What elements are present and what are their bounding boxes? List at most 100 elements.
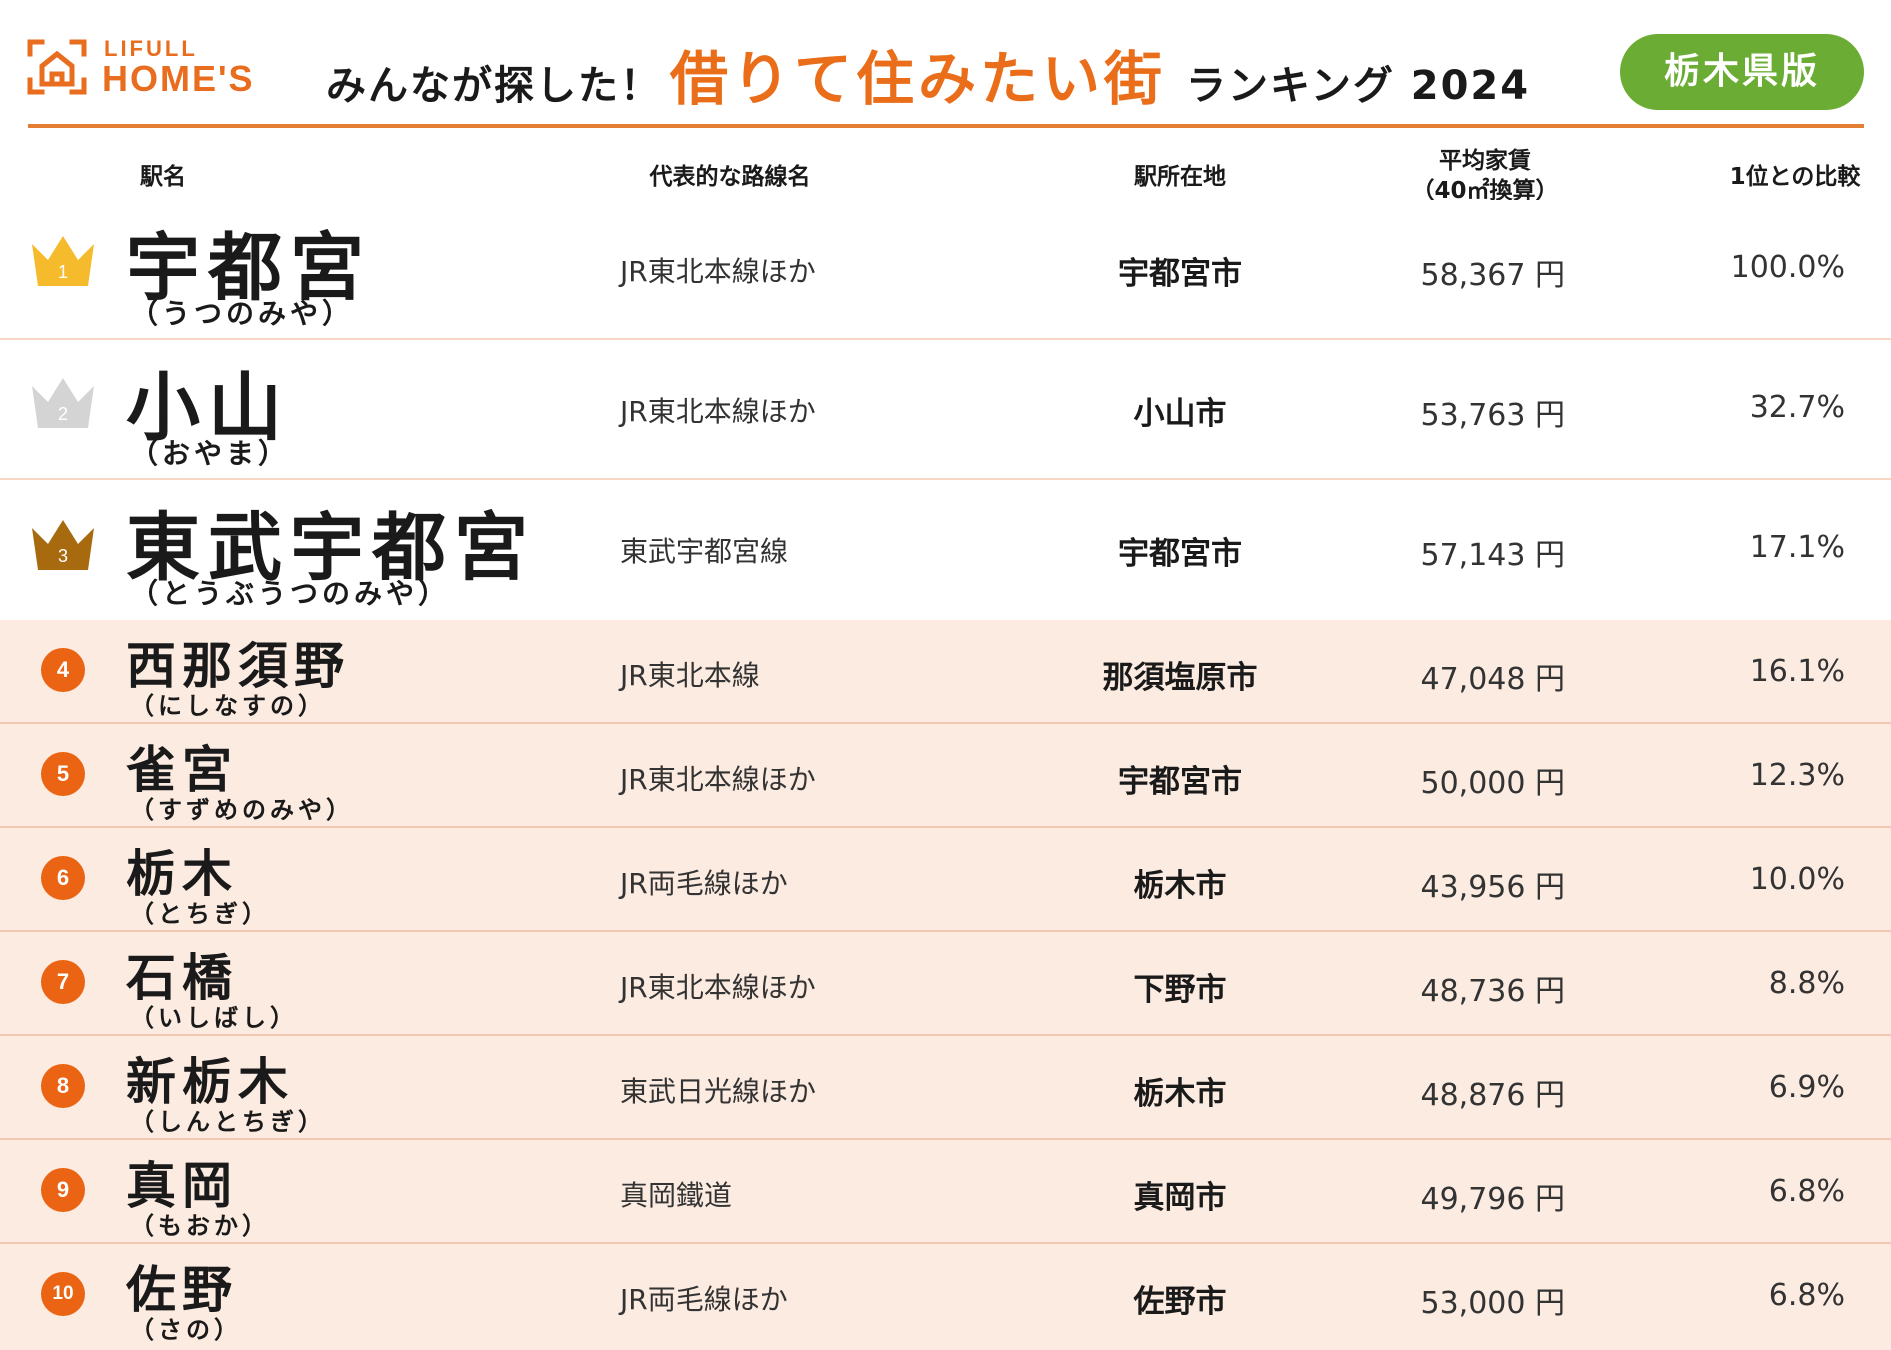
rank-badge: 10 [41, 1272, 85, 1316]
line-name: JR両毛線ほか [620, 867, 788, 900]
average-rent: 48,876 円 [1420, 1078, 1565, 1113]
line-name: JR東北本線ほか [620, 395, 816, 428]
column-header-rent-line1: 平均家賃 [1439, 148, 1531, 174]
station-name: 佐野 [126, 1261, 238, 1319]
average-rent: 48,736 円 [1420, 974, 1565, 1009]
logo-text-homes: HOME'S [102, 58, 255, 99]
bronze-crown-icon: 3 [32, 520, 94, 570]
station-location: 宇都宮市 [1118, 764, 1242, 800]
station-kana: （にしなすの） [130, 692, 326, 720]
station-kana: （とうぶうつのみや） [130, 577, 451, 610]
column-header-ratio: 1位との比較 [1729, 164, 1861, 190]
station-location: 栃木市 [1133, 868, 1227, 904]
table-row: 2 小山 （おやま） JR東北本線ほか 小山市 53,763 円 32.7% [0, 340, 1891, 480]
line-name: JR東北本線ほか [620, 763, 816, 796]
average-rent: 49,796 円 [1420, 1182, 1565, 1217]
table-row: 7 石橋 （いしばし） JR東北本線ほか 下野市 48,736 円 8.8% [0, 932, 1891, 1036]
table-row: 4 西那須野 （にしなすの） JR東北本線 那須塩原市 47,048 円 16.… [0, 620, 1891, 724]
station-name: 新栃木 [126, 1053, 294, 1111]
average-rent: 57,143 円 [1420, 538, 1565, 573]
station-location: 下野市 [1133, 972, 1227, 1008]
rank-badge: 9 [41, 1168, 85, 1212]
ratio-to-first: 6.8% [1768, 1278, 1845, 1313]
station-name: 西那須野 [126, 637, 350, 695]
rank-number: 1 [58, 262, 68, 282]
ratio-to-first: 32.7% [1749, 390, 1845, 425]
rank-badge: 6 [41, 856, 85, 900]
header-divider [28, 124, 1864, 128]
ratio-to-first: 6.9% [1768, 1070, 1845, 1105]
line-name: 東武日光線ほか [620, 1075, 817, 1108]
line-name: JR東北本線ほか [620, 971, 816, 1004]
title-prefix: みんなが探した！ [326, 63, 662, 109]
column-header-rent: 平均家賃 （40㎡換算） [1385, 146, 1585, 206]
station-kana: （とちぎ） [130, 900, 270, 928]
table-row: 9 真岡 （もおか） 真岡鐵道 真岡市 49,796 円 6.8% [0, 1140, 1891, 1244]
page-header: LIFULL HOME'S みんなが探した！ 借りて住みたい街 ランキング 2024… [0, 0, 1891, 130]
average-rent: 47,048 円 [1420, 662, 1565, 697]
table-row: 3 東武宇都宮 （とうぶうつのみや） 東武宇都宮線 宇都宮市 57,143 円 … [0, 480, 1891, 620]
station-kana: （しんとちぎ） [130, 1108, 326, 1136]
rank-number: 2 [58, 404, 68, 424]
ratio-to-first: 8.8% [1768, 966, 1845, 1001]
rank-number: 3 [58, 546, 68, 566]
silver-crown-icon: 2 [32, 378, 94, 428]
ratio-to-first: 17.1% [1749, 530, 1845, 565]
column-header-line: 代表的な路線名 [649, 164, 811, 190]
ratio-to-first: 10.0% [1749, 862, 1845, 897]
column-header-location: 駅所在地 [1134, 164, 1226, 190]
gold-crown-icon: 1 [32, 236, 94, 286]
title-suffix: ランキング 2024 [1186, 63, 1531, 109]
station-kana: （すずめのみや） [130, 796, 354, 824]
line-name: JR両毛線ほか [620, 1283, 788, 1316]
station-location: 小山市 [1133, 396, 1227, 432]
station-name: 小山 [126, 365, 290, 451]
ratio-to-first: 16.1% [1749, 654, 1845, 689]
title-main: 借りて住みたい街 [670, 45, 1167, 113]
rank-badge: 4 [41, 648, 85, 692]
station-kana: （もおか） [130, 1212, 270, 1240]
average-rent: 50,000 円 [1420, 766, 1565, 801]
line-name: JR東北本線ほか [620, 255, 816, 288]
line-name: JR東北本線 [620, 659, 760, 692]
station-name: 雀宮 [126, 741, 238, 799]
station-kana: （さの） [130, 1316, 242, 1344]
ratio-to-first: 6.8% [1768, 1174, 1845, 1209]
table-row: 10 佐野 （さの） JR両毛線ほか 佐野市 53,000 円 6.8% [0, 1244, 1891, 1350]
page-title: みんなが探した！ 借りて住みたい街 ランキング 2024 [326, 32, 1530, 113]
station-kana: （いしばし） [130, 1004, 298, 1032]
station-location: 宇都宮市 [1118, 256, 1242, 292]
rank-badge: 8 [41, 1064, 85, 1108]
column-header-rent-line2: （40㎡換算） [1411, 178, 1559, 204]
ratio-to-first: 12.3% [1749, 758, 1845, 793]
table-row: 8 新栃木 （しんとちぎ） 東武日光線ほか 栃木市 48,876 円 6.9% [0, 1036, 1891, 1140]
rank-badge: 5 [41, 752, 85, 796]
station-location: 宇都宮市 [1118, 536, 1242, 572]
line-name: 真岡鐵道 [620, 1179, 733, 1212]
table-row: 6 栃木 （とちぎ） JR両毛線ほか 栃木市 43,956 円 10.0% [0, 828, 1891, 932]
station-kana: （うつのみや） [130, 297, 355, 330]
station-name: 真岡 [126, 1157, 238, 1215]
station-name: 東武宇都宮 [126, 505, 536, 591]
average-rent: 43,956 円 [1420, 870, 1565, 905]
station-name: 宇都宮 [126, 225, 372, 311]
logo-text-lifull: LIFULL [104, 36, 198, 61]
station-name: 栃木 [126, 845, 238, 903]
average-rent: 53,763 円 [1420, 398, 1565, 433]
line-name: 東武宇都宮線 [620, 535, 789, 568]
average-rent: 58,367 円 [1420, 258, 1565, 293]
station-location: 那須塩原市 [1102, 660, 1258, 696]
lifull-homes-logo: LIFULL HOME'S [26, 36, 276, 99]
rank-badge: 7 [41, 960, 85, 1004]
column-header-station: 駅名 [140, 164, 186, 190]
table-row: 5 雀宮 （すずめのみや） JR東北本線ほか 宇都宮市 50,000 円 12.… [0, 724, 1891, 828]
ratio-to-first: 100.0% [1730, 250, 1845, 285]
table-row: 1 宇都宮 （うつのみや） JR東北本線ほか 宇都宮市 58,367 円 100… [0, 200, 1891, 340]
house-logo-icon [27, 39, 87, 95]
station-kana: （おやま） [130, 437, 291, 470]
average-rent: 53,000 円 [1420, 1286, 1565, 1321]
prefecture-badge: 栃木県版 [1620, 34, 1864, 110]
station-name: 石橋 [126, 949, 238, 1007]
station-location: 佐野市 [1133, 1284, 1227, 1320]
station-location: 栃木市 [1133, 1076, 1227, 1112]
